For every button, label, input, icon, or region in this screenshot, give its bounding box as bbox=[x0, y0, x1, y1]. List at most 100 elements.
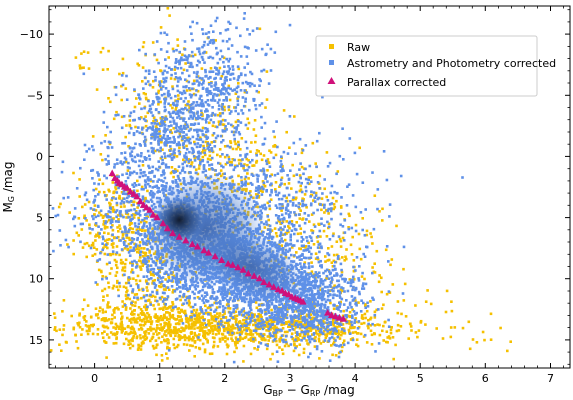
data-point bbox=[170, 131, 174, 135]
data-point bbox=[169, 315, 172, 319]
data-point bbox=[282, 228, 285, 231]
data-point bbox=[192, 309, 196, 312]
data-point bbox=[208, 168, 211, 171]
data-point bbox=[298, 326, 302, 330]
data-point bbox=[88, 223, 91, 226]
data-point bbox=[316, 275, 320, 279]
data-point bbox=[236, 307, 239, 310]
data-point bbox=[327, 253, 331, 257]
data-point bbox=[335, 326, 339, 329]
data-point bbox=[299, 184, 302, 188]
data-point bbox=[298, 309, 301, 312]
data-point bbox=[140, 261, 144, 265]
data-point bbox=[55, 329, 58, 333]
data-point bbox=[138, 214, 142, 217]
data-point bbox=[290, 332, 294, 335]
data-point bbox=[178, 338, 182, 341]
data-point bbox=[176, 44, 180, 47]
data-point bbox=[351, 314, 354, 317]
data-point bbox=[295, 339, 299, 343]
data-point bbox=[150, 277, 153, 280]
data-point bbox=[121, 329, 124, 332]
data-point bbox=[201, 45, 204, 49]
data-point bbox=[142, 324, 146, 327]
data-point bbox=[218, 305, 221, 309]
data-point bbox=[112, 326, 115, 329]
data-point bbox=[206, 341, 209, 344]
data-point bbox=[313, 337, 316, 341]
data-point bbox=[106, 333, 109, 336]
data-point bbox=[112, 342, 116, 345]
data-point bbox=[211, 317, 214, 321]
data-point bbox=[351, 278, 354, 281]
data-point bbox=[72, 171, 75, 175]
data-point bbox=[273, 310, 277, 313]
data-point bbox=[337, 308, 340, 311]
data-point bbox=[207, 332, 210, 336]
data-point bbox=[380, 307, 384, 310]
data-point bbox=[159, 100, 162, 104]
data-point bbox=[292, 174, 296, 178]
data-point bbox=[183, 309, 187, 313]
data-point bbox=[72, 239, 75, 242]
data-point bbox=[332, 232, 335, 235]
data-point bbox=[219, 155, 222, 158]
data-point bbox=[316, 301, 320, 304]
data-point bbox=[179, 298, 182, 302]
data-point bbox=[118, 224, 121, 227]
data-point bbox=[311, 318, 315, 321]
data-point bbox=[163, 324, 166, 328]
data-point bbox=[183, 40, 187, 43]
data-point bbox=[152, 327, 156, 331]
data-point bbox=[227, 323, 230, 326]
data-point bbox=[367, 318, 370, 322]
data-point bbox=[93, 204, 97, 207]
data-point bbox=[293, 115, 296, 118]
data-point bbox=[160, 359, 164, 362]
data-point bbox=[77, 234, 80, 237]
data-point bbox=[96, 259, 99, 262]
data-point bbox=[189, 331, 193, 335]
data-point bbox=[370, 333, 374, 337]
data-point bbox=[123, 266, 127, 269]
data-point bbox=[125, 290, 128, 294]
data-point bbox=[101, 289, 104, 293]
data-point bbox=[305, 206, 308, 209]
data-point bbox=[183, 334, 186, 337]
data-point bbox=[134, 231, 138, 235]
data-point bbox=[143, 247, 146, 250]
data-point bbox=[331, 196, 335, 200]
data-point bbox=[155, 353, 158, 357]
data-point bbox=[124, 308, 128, 311]
data-point bbox=[308, 335, 312, 338]
data-point bbox=[354, 288, 357, 292]
data-point bbox=[210, 141, 213, 144]
data-point bbox=[268, 232, 271, 235]
data-point bbox=[300, 330, 303, 334]
data-point bbox=[282, 323, 286, 326]
data-point bbox=[328, 337, 332, 340]
data-point bbox=[107, 188, 110, 192]
data-point bbox=[250, 339, 253, 342]
data-point bbox=[287, 225, 290, 228]
data-point bbox=[392, 357, 395, 361]
data-point bbox=[151, 86, 155, 89]
data-point bbox=[265, 98, 269, 101]
data-point bbox=[78, 195, 81, 198]
data-point bbox=[110, 198, 114, 202]
data-point bbox=[95, 88, 99, 91]
data-point bbox=[327, 222, 331, 225]
data-point bbox=[122, 232, 125, 236]
data-point bbox=[401, 292, 405, 295]
data-point bbox=[287, 325, 290, 328]
data-point bbox=[306, 334, 310, 337]
data-point bbox=[310, 252, 313, 256]
data-point bbox=[235, 338, 238, 341]
data-point bbox=[179, 66, 183, 70]
data-point bbox=[134, 243, 138, 246]
data-point bbox=[280, 323, 283, 327]
data-point bbox=[345, 315, 348, 319]
data-point bbox=[389, 328, 393, 332]
data-point bbox=[291, 310, 295, 314]
data-point bbox=[81, 246, 85, 249]
